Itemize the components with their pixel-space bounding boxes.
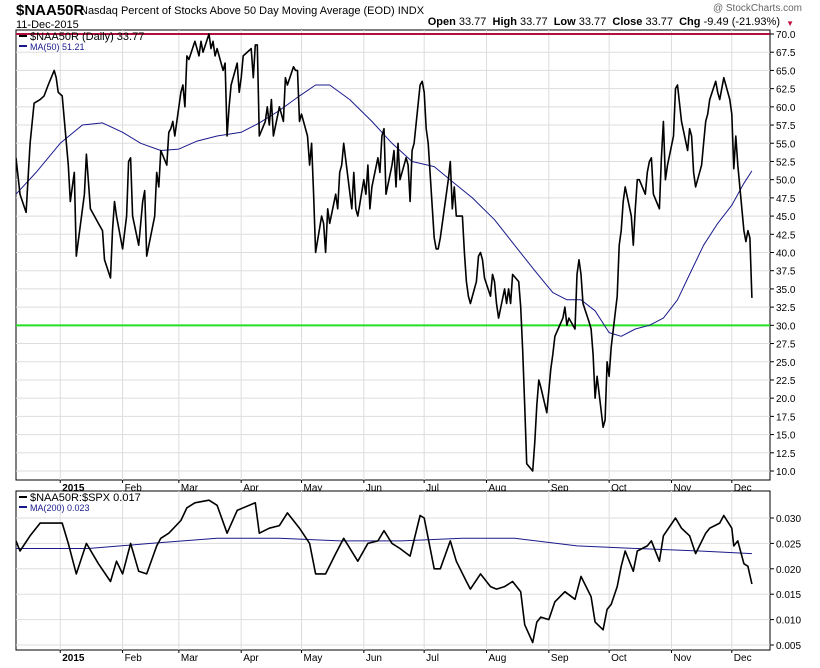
main-y-tick-label: 50.0 — [776, 176, 796, 187]
ratio-x-tick-label: Feb — [125, 653, 143, 664]
high-value: 33.77 — [520, 16, 548, 28]
open-value: 33.77 — [458, 16, 487, 28]
ratio-x-tick-label: Aug — [488, 653, 506, 664]
ratio-y-tick-label: 0.015 — [776, 590, 801, 601]
main-y-tick-label: 42.5 — [776, 230, 796, 241]
high-label: High — [492, 16, 517, 28]
main-y-tick-label: 52.5 — [776, 157, 796, 168]
chg-label: Chg — [679, 16, 701, 28]
main-x-tick-label: May — [304, 483, 323, 494]
main-y-tick-label: 70.0 — [776, 30, 796, 41]
main-x-tick-label: Dec — [734, 483, 752, 494]
main-y-tick-label: 25.0 — [776, 358, 796, 369]
main-y-tick-label: 12.5 — [776, 449, 796, 460]
main-y-tick-label: 67.5 — [776, 48, 796, 59]
ratio-x-tick-label: 2015 — [62, 653, 85, 664]
main-y-tick-label: 22.5 — [776, 376, 796, 387]
ratio-series-price-line — [16, 499, 753, 644]
ratio-panel: 0.005 0.010 0.015 0.020 0.025 0.030 2015 Feb Mar… — [15, 490, 801, 664]
main-y-tick-label: 10.0 — [776, 467, 796, 478]
ratio-x-tick-label: Apr — [243, 653, 259, 664]
ratio-y-tick-label: 0.010 — [776, 616, 801, 627]
main-x-tick-label: Jun — [366, 483, 382, 494]
chart-description: Nasdaq Percent of Stocks Above 50 Day Mo… — [80, 5, 424, 17]
ratio-x-tick-label: Jun — [366, 653, 382, 664]
down-arrow-icon: ▼ — [786, 19, 794, 28]
main-legend-entry: MA(50) 51.21 — [30, 42, 85, 52]
description-text: Nasdaq Percent of Stocks Above 50 Day Mo… — [80, 5, 395, 17]
main-series-price-line — [16, 33, 753, 472]
exchange-label: INDX — [397, 5, 425, 17]
main-y-tick-label: 55.0 — [776, 139, 796, 150]
open-label: Open — [427, 16, 456, 28]
ratio-x-tick-label: Dec — [734, 653, 752, 664]
main-x-tick-label: Feb — [125, 483, 143, 494]
ratio-x-tick-label: Nov — [673, 653, 691, 664]
ratio-x-tick-label: Jul — [426, 653, 439, 664]
main-legend-entry: $NAA50R (Daily) 33.77 — [30, 31, 144, 43]
main-x-tick-label: Nov — [673, 483, 691, 494]
ratio-y-tick-label: 0.030 — [776, 514, 801, 525]
close-label: Close — [612, 16, 643, 28]
main-y-tick-label: 65.0 — [776, 66, 796, 77]
main-y-tick-label: 30.0 — [776, 321, 796, 332]
main-y-tick-label: 45.0 — [776, 212, 796, 223]
ratio-legend-entry: $NAA50R:$SPX 0.017 — [30, 492, 141, 504]
chart-date: 11-Dec-2015 — [16, 19, 79, 31]
ratio-y-tick-label: 0.025 — [776, 539, 801, 550]
main-x-tick-label: 2015 — [62, 483, 85, 494]
main-y-tick-label: 20.0 — [776, 394, 796, 405]
chart-symbol: $NAA50R — [16, 2, 85, 19]
stockcharts-watermark: @ StockCharts.com — [712, 3, 802, 14]
ratio-x-tick-label: May — [304, 653, 323, 664]
ratio-y-tick-label: 0.005 — [776, 641, 801, 652]
ratio-series-moving-average-line — [16, 537, 752, 555]
main-series-group — [16, 33, 753, 472]
main-panel: 10.0 12.5 15.0 17.5 20.0 22.5 25.0 27.5 30.0 32.5… — [15, 29, 796, 494]
main-y-tick-label: 35.0 — [776, 285, 796, 296]
main-y-tick-label: 17.5 — [776, 412, 796, 423]
main-x-tick-label: Apr — [243, 483, 259, 494]
close-value: 33.77 — [645, 16, 673, 28]
main-x-tick-label: Oct — [611, 483, 627, 494]
main-x-tick-label: Jul — [426, 483, 439, 494]
main-x-tick-label: Sep — [551, 483, 569, 494]
main-x-tick-label: Mar — [181, 483, 199, 494]
main-y-tick-label: 60.0 — [776, 103, 796, 114]
low-value: 33.77 — [578, 16, 607, 28]
ratio-x-tick-label: Mar — [181, 653, 199, 664]
main-x-tick-label: Aug — [488, 483, 506, 494]
main-y-tick-label: 27.5 — [776, 340, 796, 351]
main-y-tick-label: 32.5 — [776, 303, 796, 314]
main-y-tick-label: 40.0 — [776, 249, 796, 260]
ohlc-readout: Open 33.77 High 33.77 Low 33.77 Close 33… — [428, 16, 780, 28]
main-y-tick-label: 62.5 — [776, 85, 796, 96]
chg-value: -9.49 (-21.93%) — [703, 16, 780, 28]
main-y-tick-label: 15.0 — [776, 431, 796, 442]
ratio-plot-frame — [15, 490, 771, 651]
main-y-tick-label: 37.5 — [776, 267, 796, 278]
ratio-x-tick-label: Sep — [551, 653, 569, 664]
main-plot-frame — [15, 29, 771, 481]
ratio-y-tick-label: 0.020 — [776, 565, 801, 576]
main-y-tick-label: 47.5 — [776, 194, 796, 205]
main-y-tick-label: 57.5 — [776, 121, 796, 132]
low-label: Low — [553, 16, 576, 28]
ratio-x-tick-label: Oct — [611, 653, 627, 664]
ratio-series-group — [16, 499, 753, 644]
ratio-legend-entry: MA(200) 0.023 — [30, 503, 90, 513]
